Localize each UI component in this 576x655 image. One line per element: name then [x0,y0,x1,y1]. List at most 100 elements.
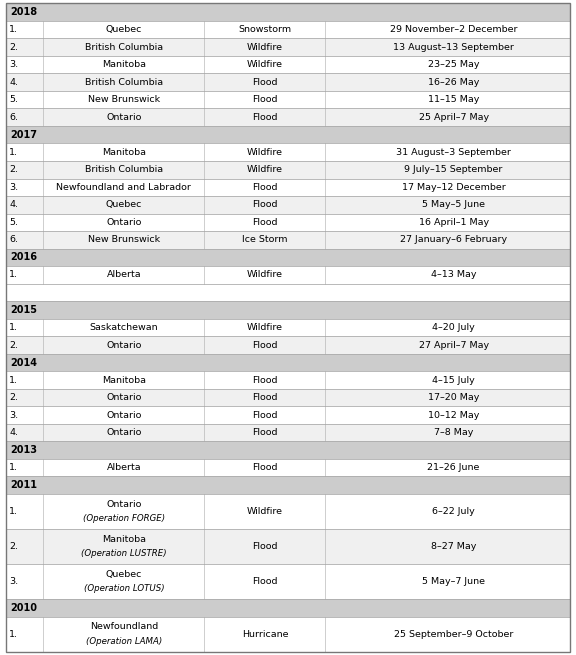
Bar [6,441,570,459]
Text: 31 August–3 September: 31 August–3 September [396,148,511,157]
Bar [6,476,570,494]
Text: Ice Storm: Ice Storm [242,235,287,244]
Bar [6,599,570,616]
Text: 1.: 1. [9,148,18,157]
Text: Ontario: Ontario [106,393,142,402]
Text: 1.: 1. [9,629,18,639]
Bar [6,143,570,161]
Text: Wildfire: Wildfire [247,148,283,157]
Bar [6,459,570,476]
Text: Flood: Flood [252,183,278,192]
Text: 10–12 May: 10–12 May [428,411,479,420]
Text: 4–15 July: 4–15 July [432,375,475,384]
Bar [6,266,570,284]
Text: 2.: 2. [9,43,18,52]
Text: (Operation LAMA): (Operation LAMA) [86,637,162,646]
Text: 9 July–15 September: 9 July–15 September [404,165,503,174]
Bar [6,73,570,91]
Text: 2010: 2010 [10,603,37,613]
Bar [6,196,570,214]
Text: Flood: Flood [252,542,278,551]
Text: Saskatchewan: Saskatchewan [89,323,158,332]
Text: Manitoba: Manitoba [102,375,146,384]
Text: Quebec: Quebec [105,25,142,34]
Bar [6,529,570,564]
Text: Alberta: Alberta [107,463,141,472]
Text: Wildfire: Wildfire [247,165,283,174]
Text: British Columbia: British Columbia [85,165,163,174]
Text: Flood: Flood [252,577,278,586]
Text: Alberta: Alberta [107,271,141,280]
Bar [6,389,570,406]
Bar [6,319,570,336]
Text: Flood: Flood [252,393,278,402]
Bar [6,161,570,179]
Bar [6,249,570,266]
Bar [6,56,570,73]
Text: Flood: Flood [252,200,278,210]
Bar [6,406,570,424]
Text: 13 August–13 September: 13 August–13 September [393,43,514,52]
Text: 29 November–2 December: 29 November–2 December [390,25,517,34]
Bar [6,231,570,249]
Bar [6,494,570,529]
Text: Hurricane: Hurricane [242,629,288,639]
Bar [6,214,570,231]
Text: 6–22 July: 6–22 July [432,507,475,516]
Text: Ontario: Ontario [106,341,142,350]
Text: Quebec: Quebec [105,200,142,210]
Text: 2.: 2. [9,542,18,551]
Text: 2.: 2. [9,393,18,402]
Text: Flood: Flood [252,95,278,104]
Text: 27 January–6 February: 27 January–6 February [400,235,507,244]
Bar [6,336,570,354]
Text: 25 April–7 May: 25 April–7 May [419,113,488,122]
Bar [6,424,570,441]
Text: Wildfire: Wildfire [247,507,283,516]
Text: 5 May–7 June: 5 May–7 June [422,577,485,586]
Text: Snowstorm: Snowstorm [238,25,291,34]
Text: (Operation LOTUS): (Operation LOTUS) [84,584,164,593]
Bar [6,179,570,196]
Bar [6,616,570,652]
Text: 7–8 May: 7–8 May [434,428,473,437]
Text: 2018: 2018 [10,7,37,17]
Bar [6,91,570,109]
Text: Wildfire: Wildfire [247,43,283,52]
Text: Flood: Flood [252,78,278,86]
Bar [6,354,570,371]
Bar [6,21,570,39]
Text: Ontario: Ontario [106,411,142,420]
Text: 3.: 3. [9,183,18,192]
Text: 1.: 1. [9,375,18,384]
Text: 2013: 2013 [10,445,37,455]
Bar [6,126,570,143]
Text: British Columbia: British Columbia [85,78,163,86]
Text: Ontario: Ontario [106,500,142,509]
Text: Manitoba: Manitoba [102,60,146,69]
Text: 8–27 May: 8–27 May [431,542,476,551]
Text: 2014: 2014 [10,358,37,367]
Text: 1.: 1. [9,323,18,332]
Text: 5.: 5. [9,95,18,104]
Text: 3.: 3. [9,411,18,420]
Text: 5.: 5. [9,218,18,227]
Text: 1.: 1. [9,25,18,34]
Text: Wildfire: Wildfire [247,60,283,69]
Text: Ontario: Ontario [106,428,142,437]
Text: 4.: 4. [9,428,18,437]
Text: 21–26 June: 21–26 June [427,463,480,472]
Text: British Columbia: British Columbia [85,43,163,52]
Text: 1.: 1. [9,507,18,516]
Text: Manitoba: Manitoba [102,148,146,157]
Text: 2.: 2. [9,341,18,350]
Text: Ontario: Ontario [106,113,142,122]
Bar [6,109,570,126]
Text: New Brunswick: New Brunswick [88,95,160,104]
Text: 4.: 4. [9,200,18,210]
Text: Flood: Flood [252,341,278,350]
Text: Flood: Flood [252,411,278,420]
Text: Flood: Flood [252,428,278,437]
Text: New Brunswick: New Brunswick [88,235,160,244]
Text: 16–26 May: 16–26 May [428,78,479,86]
